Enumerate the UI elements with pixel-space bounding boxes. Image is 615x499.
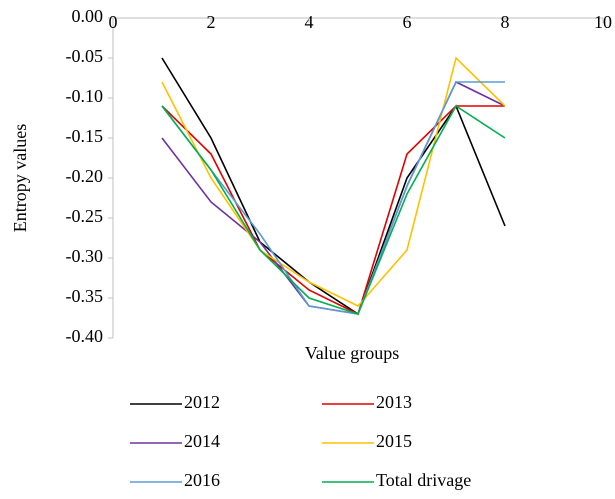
y-axis-title: Entropy values bbox=[10, 124, 30, 232]
y-tick-label: 0.00 bbox=[72, 6, 104, 26]
y-tick-label: -0.20 bbox=[66, 166, 104, 186]
series-line bbox=[161, 57, 506, 316]
x-axis-title: Value groups bbox=[305, 343, 399, 363]
legend-label: 2016 bbox=[184, 470, 220, 490]
y-tick-label: -0.30 bbox=[66, 246, 104, 266]
legend-label: Total drivage bbox=[376, 470, 471, 490]
y-tick-label: -0.35 bbox=[66, 286, 104, 306]
series-line bbox=[161, 56, 506, 307]
series-line bbox=[161, 104, 506, 315]
legend-label: 2013 bbox=[376, 392, 412, 412]
legend-label: 2012 bbox=[184, 392, 220, 412]
legend-label: 2014 bbox=[184, 431, 220, 451]
y-tick-label: -0.10 bbox=[66, 86, 104, 106]
series-line bbox=[161, 81, 505, 315]
y-tick-label: -0.25 bbox=[66, 206, 104, 226]
series-line bbox=[161, 105, 505, 316]
series-line bbox=[161, 80, 506, 315]
legend-label: 2015 bbox=[376, 431, 412, 451]
y-tick-label: -0.05 bbox=[66, 46, 104, 66]
y-tick-label: -0.40 bbox=[66, 326, 104, 346]
y-tick-label: -0.15 bbox=[66, 126, 104, 146]
